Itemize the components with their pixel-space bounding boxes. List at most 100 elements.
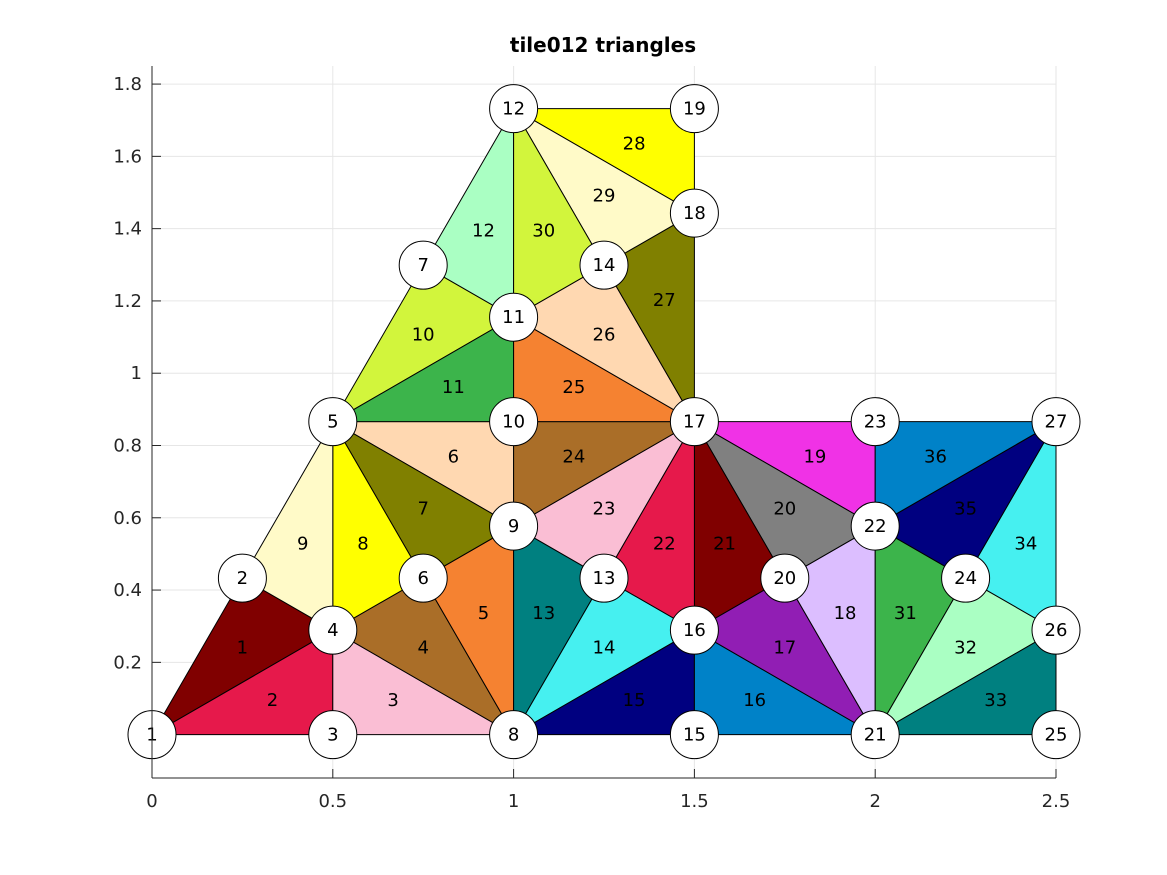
- node-label: 18: [683, 203, 706, 224]
- triangle-label: 14: [593, 638, 616, 659]
- node-label: 13: [593, 568, 616, 589]
- y-tick-label: 1.6: [113, 146, 142, 167]
- y-tick-label: 0.4: [113, 580, 142, 601]
- triangle-label: 6: [448, 446, 459, 467]
- node-label: 17: [683, 412, 706, 433]
- triangle-label: 3: [387, 690, 398, 711]
- node-marker: [669, 605, 719, 655]
- node-marker: [217, 553, 267, 603]
- triangle-label: 10: [412, 325, 435, 346]
- node-label: 2: [237, 568, 248, 589]
- triangle-label: 25: [562, 377, 585, 398]
- node-label: 10: [502, 412, 525, 433]
- node-label: 27: [1045, 412, 1068, 433]
- triangle-label: 26: [593, 325, 616, 346]
- node-marker: [489, 501, 539, 551]
- node-marker: [489, 397, 539, 447]
- node-marker: [941, 553, 991, 603]
- triangle-label: 36: [924, 446, 947, 467]
- triangle-label: 9: [297, 533, 308, 554]
- triangle-36: [874, 421, 1058, 527]
- node-marker: [669, 710, 719, 760]
- chart-title: tile012 triangles: [510, 33, 696, 57]
- node-marker: [669, 188, 719, 238]
- triangle-label: 5: [478, 603, 489, 624]
- node-label: 26: [1045, 620, 1068, 641]
- node-label: 23: [864, 412, 887, 433]
- triangle-label: 20: [773, 499, 796, 520]
- node-label: 15: [683, 725, 706, 746]
- triangle-label: 31: [894, 603, 917, 624]
- y-tick-label: 0.6: [113, 508, 142, 529]
- node-marker: [579, 240, 629, 290]
- x-tick-label: 0.5: [318, 791, 347, 812]
- node-label: 5: [327, 412, 338, 433]
- nodes-layer: 1234567891011121314151617181920212223242…: [127, 84, 1081, 760]
- node-marker: [308, 397, 358, 447]
- node-marker: [308, 710, 358, 760]
- node-label: 16: [683, 620, 706, 641]
- node-label: 11: [502, 307, 525, 328]
- node-marker: [760, 553, 810, 603]
- triangle-label: 29: [593, 186, 616, 207]
- triangle-label: 11: [442, 377, 465, 398]
- triangle-label: 1: [237, 638, 248, 659]
- node-label: 25: [1045, 725, 1068, 746]
- node-label: 21: [864, 725, 887, 746]
- triangle-label: 33: [984, 690, 1007, 711]
- triangle-label: 34: [1014, 533, 1037, 554]
- node-label: 20: [773, 568, 796, 589]
- node-label: 6: [417, 568, 428, 589]
- y-tick-label: 0.8: [113, 435, 142, 456]
- axes: 0 0.5 1 1.5 2 2.5 0.2 0.4 0.6 0.8 1 1.2 1.4 1.6 1.8: [113, 66, 1070, 812]
- node-label: 7: [417, 255, 428, 276]
- triangle-label: 35: [954, 499, 977, 520]
- node-marker: [669, 84, 719, 134]
- node-label: 14: [593, 255, 616, 276]
- node-label: 19: [683, 99, 706, 120]
- triangle-label: 22: [653, 533, 676, 554]
- triangle-label: 13: [532, 603, 555, 624]
- y-tick-label: 1.4: [113, 219, 142, 240]
- triangle-label: 30: [532, 220, 555, 241]
- triangle-label: 2: [267, 690, 278, 711]
- node-label: 12: [502, 99, 525, 120]
- node-marker: [308, 605, 358, 655]
- node-label: 3: [327, 725, 338, 746]
- node-marker: [398, 240, 448, 290]
- node-marker: [489, 84, 539, 134]
- y-tick-label: 0.2: [113, 652, 142, 673]
- triangle-label: 8: [357, 533, 368, 554]
- triangle-label: 27: [653, 290, 676, 311]
- y-tick-label: 1: [131, 363, 142, 384]
- triangle-label: 19: [803, 446, 826, 467]
- x-tick-label: 2.5: [1042, 791, 1071, 812]
- node-marker: [1031, 605, 1081, 655]
- node-label: 22: [864, 516, 887, 537]
- triangle-label: 18: [834, 603, 857, 624]
- node-label: 8: [508, 725, 519, 746]
- triangle-label: 12: [472, 220, 495, 241]
- y-tick-label: 1.2: [113, 291, 142, 312]
- node-marker: [850, 710, 900, 760]
- triangle-label: 21: [713, 533, 736, 554]
- node-marker: [1031, 710, 1081, 760]
- triangle-33: [873, 629, 1057, 736]
- x-tick-label: 1.5: [680, 791, 709, 812]
- triangle-label: 32: [954, 638, 977, 659]
- triangle-label: 23: [593, 499, 616, 520]
- node-label: 9: [508, 516, 519, 537]
- node-marker: [850, 501, 900, 551]
- x-tick-label: 1: [508, 791, 519, 812]
- triangles-layer: [150, 106, 1058, 737]
- triangle-label: 28: [623, 133, 646, 154]
- triangle-label: 7: [417, 499, 428, 520]
- node-marker: [1031, 397, 1081, 447]
- triangle-label: 16: [743, 690, 766, 711]
- node-marker: [669, 397, 719, 447]
- node-label: 4: [327, 620, 338, 641]
- y-tick-label: 1.8: [113, 74, 142, 95]
